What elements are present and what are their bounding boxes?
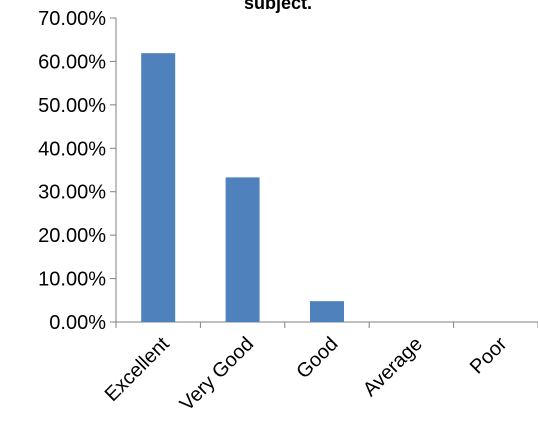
y-tick-label: 20.00%: [38, 225, 106, 247]
x-axis-ticks: Excellent Very Good Good Average Poor: [101, 322, 538, 415]
y-tick-label: 40.00%: [38, 138, 106, 160]
x-tick-label: Poor: [466, 333, 512, 379]
x-tick-label: Excellent: [101, 333, 174, 406]
y-tick-label: 0.00%: [49, 312, 106, 334]
y-tick-label: 50.00%: [38, 95, 106, 117]
bar-excellent: [141, 53, 176, 322]
bar-very-good: [225, 177, 260, 322]
bar-good: [310, 301, 344, 322]
x-tick-label: Average: [359, 333, 427, 401]
x-tick-label: Good: [292, 333, 342, 383]
x-tick-label: Very Good: [176, 333, 258, 415]
bar-series: [141, 53, 344, 322]
chart-title: subject.: [244, 0, 312, 13]
y-tick-label: 10.00%: [38, 269, 106, 291]
y-tick-label: 30.00%: [38, 182, 106, 204]
y-tick-label: 60.00%: [38, 51, 106, 73]
y-tick-label: 70.00%: [38, 8, 106, 30]
y-axis-ticks: 0.00% 10.00% 20.00% 30.00% 40.00% 50.00% 60.00…: [38, 8, 116, 334]
